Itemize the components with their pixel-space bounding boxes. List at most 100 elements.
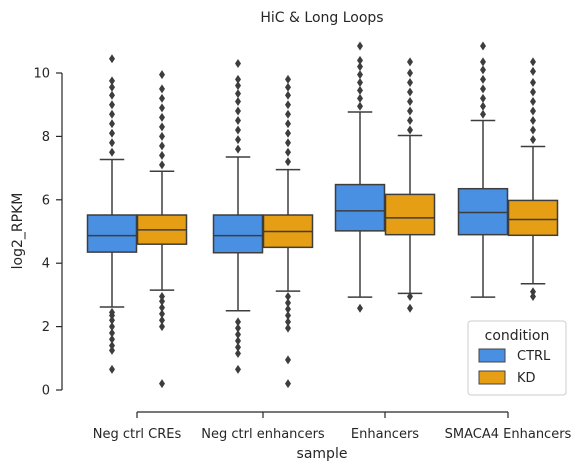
outlier-point	[235, 106, 241, 116]
box-ctrl-3	[457, 41, 509, 298]
y-tick-label-5: 10	[33, 67, 50, 82]
outlier-point	[235, 74, 241, 84]
outlier-point	[159, 150, 165, 160]
legend-title: condition	[485, 328, 550, 344]
outlier-point	[235, 144, 241, 154]
outlier-point	[530, 97, 536, 107]
outlier-point	[480, 109, 486, 119]
outlier-point	[357, 55, 363, 65]
outlier-point	[407, 106, 413, 116]
outlier-point	[159, 93, 165, 103]
x-axis: Neg ctrl CREs Neg ctrl enhancers Enhancers…	[93, 411, 572, 442]
outlier-point	[357, 93, 363, 103]
outlier-point	[285, 304, 291, 314]
outlier-point	[109, 341, 115, 351]
outlier-point	[109, 109, 115, 119]
outlier-point	[159, 131, 165, 141]
outlier-point	[285, 90, 291, 100]
outlier-point	[480, 41, 486, 51]
box-kd-3	[507, 57, 559, 301]
outlier-point	[480, 84, 486, 94]
outlier-point	[235, 58, 241, 68]
outlier-point	[235, 81, 241, 91]
outlier-point	[159, 296, 165, 306]
outlier-point	[235, 89, 241, 99]
outlier-point	[159, 303, 165, 313]
box-ctrl-1	[212, 58, 264, 374]
box-body	[384, 193, 436, 236]
x-tick-label-2: Enhancers	[351, 427, 419, 442]
outlier-point	[235, 330, 241, 340]
outlier-point	[235, 135, 241, 145]
outlier-point	[285, 317, 291, 327]
outlier-point	[285, 128, 291, 138]
outlier-point	[109, 54, 115, 64]
outlier-point	[285, 311, 291, 321]
outlier-point	[530, 291, 536, 301]
outlier-point	[530, 287, 536, 297]
y-axis: 0 2 4 6 8 10	[33, 67, 63, 399]
outlier-point	[159, 160, 165, 170]
outlier-point	[357, 85, 363, 95]
outlier-point	[480, 93, 486, 103]
y-axis-label: log2_RPKM	[10, 193, 26, 270]
outlier-point	[530, 66, 536, 76]
box-group	[86, 41, 559, 389]
box-body	[212, 214, 264, 254]
outlier-point	[357, 62, 363, 72]
legend: condition CTRL KD	[467, 320, 567, 396]
box-kd-0	[136, 70, 188, 389]
box-body	[457, 187, 509, 236]
outlier-point	[235, 323, 241, 333]
outlier-point	[530, 78, 536, 88]
outlier-point	[109, 90, 115, 100]
outlier-point	[235, 125, 241, 135]
legend-label-ctrl: CTRL	[517, 349, 551, 364]
outlier-point	[159, 291, 165, 301]
outlier-point	[285, 379, 291, 389]
box-ctrl-0	[86, 54, 138, 374]
outlier-point	[285, 157, 291, 167]
outlier-point	[530, 125, 536, 135]
x-tick-label-3: SMACA4 Enhancers	[445, 427, 572, 442]
outlier-point	[357, 70, 363, 80]
y-tick-label-3: 6	[42, 193, 50, 208]
outlier-point	[159, 70, 165, 80]
outlier-point	[530, 87, 536, 97]
outlier-point	[480, 74, 486, 84]
outlier-point	[407, 87, 413, 97]
outlier-point	[109, 147, 115, 157]
outlier-point	[159, 379, 165, 389]
y-tick-label-1: 2	[42, 320, 50, 335]
outlier-point	[407, 97, 413, 107]
box-ctrl-2	[334, 41, 386, 313]
outlier-point	[109, 322, 115, 332]
outlier-point	[530, 57, 536, 67]
outlier-point	[285, 323, 291, 333]
outlier-point	[109, 119, 115, 129]
outlier-point	[109, 345, 115, 355]
box-body	[507, 199, 559, 237]
outlier-point	[480, 57, 486, 67]
outlier-point	[159, 84, 165, 94]
outlier-point	[159, 103, 165, 113]
x-tick-label-1: Neg ctrl enhancers	[201, 427, 325, 442]
outlier-point	[109, 76, 115, 86]
outlier-point	[109, 328, 115, 338]
outlier-point	[285, 298, 291, 308]
outlier-point	[530, 135, 536, 145]
outlier-point	[285, 138, 291, 148]
outlier-point	[285, 82, 291, 92]
outlier-point	[109, 138, 115, 148]
outlier-point	[109, 334, 115, 344]
box-kd-1	[262, 74, 314, 389]
outlier-point	[407, 303, 413, 313]
outlier-point	[285, 119, 291, 129]
y-tick-label-2: 4	[42, 257, 50, 272]
outlier-point	[357, 41, 363, 51]
outlier-point	[109, 307, 115, 317]
outlier-point	[235, 342, 241, 352]
legend-swatch-kd	[478, 370, 506, 385]
outlier-point	[235, 364, 241, 374]
